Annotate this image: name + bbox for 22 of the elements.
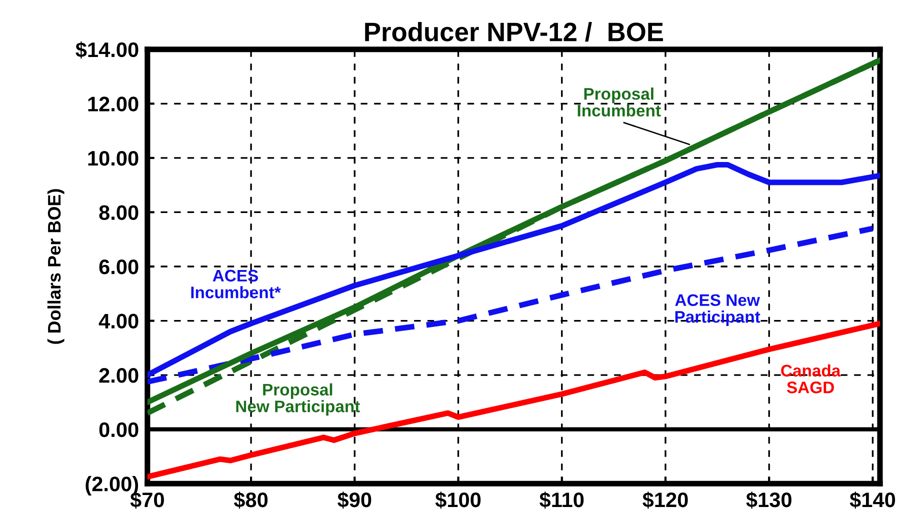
- y-tick-label: $14.00: [76, 41, 138, 58]
- y-tick-label: 6.00: [99, 260, 138, 274]
- x-tick-label: $110: [540, 492, 584, 509]
- series-label: ACES Incumbent*: [191, 270, 281, 298]
- x-tick-label: $140: [850, 492, 896, 509]
- series-label: ACES New Participant: [675, 294, 760, 326]
- x-tick-label: $80: [234, 492, 268, 509]
- x-tick-label: $100: [435, 492, 481, 509]
- y-tick-label: 0.00: [99, 422, 138, 438]
- y-tick-label: 4.00: [98, 314, 138, 329]
- x-tick-label: $120: [642, 492, 688, 509]
- y-tick-label: 12.00: [88, 96, 138, 112]
- y-tick-label: 10.00: [88, 150, 138, 166]
- y-tick-label: 2.00: [99, 368, 138, 383]
- x-tick-label: $130: [746, 492, 792, 509]
- text: Proposal Incumbent: [578, 88, 661, 117]
- chart-title: Producer NPV-12 / BOE: [365, 22, 663, 42]
- series-label: Proposal New Participant: [236, 383, 360, 416]
- y-axis-title: ( Dollars Per BOE): [47, 189, 64, 344]
- series-label: Canada SAGD: [781, 364, 841, 394]
- y-tick-label: 8.00: [99, 205, 138, 220]
- x-tick-label: $90: [338, 492, 372, 509]
